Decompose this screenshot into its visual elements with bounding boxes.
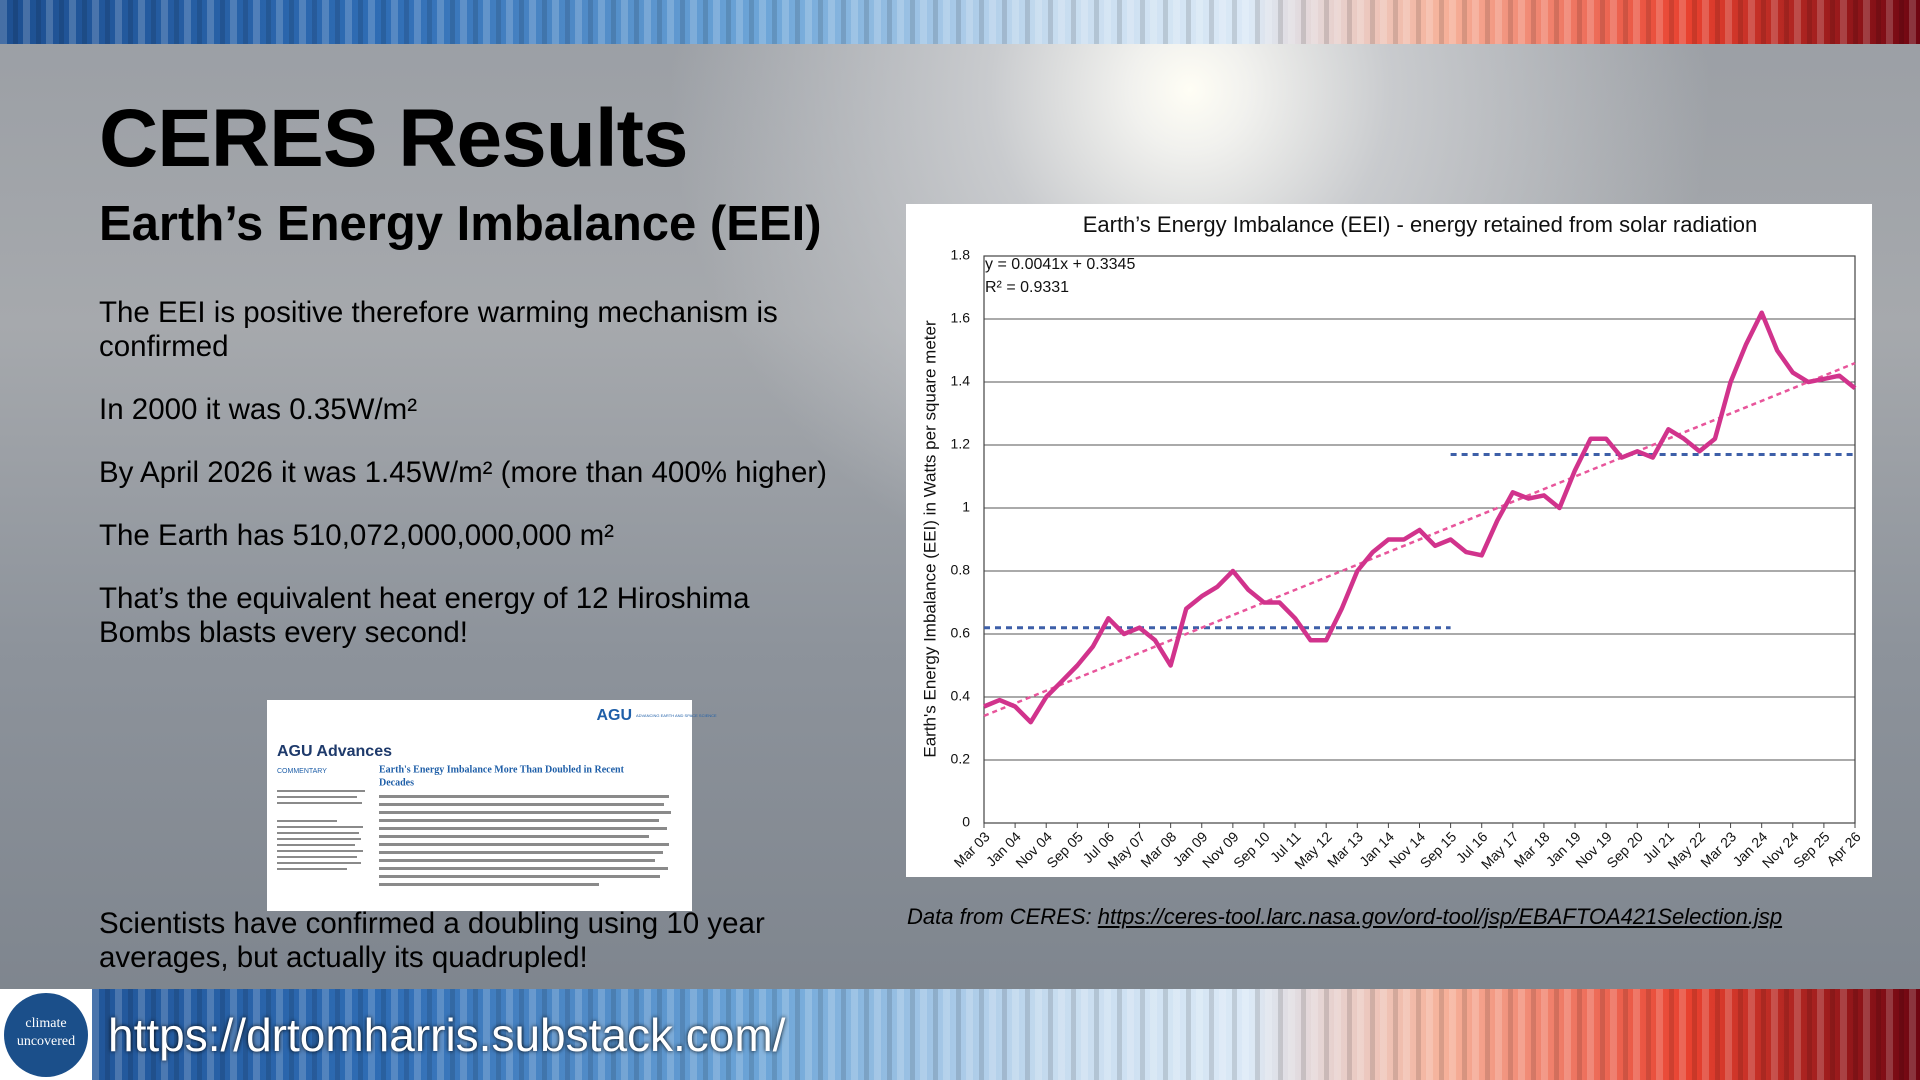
paper-section: COMMENTARY [277,768,327,775]
y-tick-label: 0 [962,814,970,830]
logo-text: uncovered [17,1034,75,1049]
y-tick-label: 1.2 [951,436,971,452]
paper-title: Decades [379,777,414,788]
y-tick-label: 0.6 [951,625,971,641]
y-tick-label: 1.4 [951,373,971,389]
top-stripes-texture [0,0,1920,44]
r-squared: R² = 0.9331 [985,279,1069,296]
y-tick-label: 1 [962,499,970,515]
paper-publisher: AGU [596,707,632,724]
paragraph: In 2000 it was 0.35W/m² [99,393,418,426]
y-tick-label: 1.6 [951,310,971,326]
paper-title: Earth's Energy Imbalance More Than Doubl… [379,764,625,775]
paragraph: The EEI is positive therefore warming me… [99,296,778,363]
paragraph: That’s the equivalent heat energy of 12 … [99,582,750,649]
logo-text: climate [25,1016,66,1031]
source-link[interactable]: https://ceres-tool.larc.nasa.gov/ord-too… [1097,904,1783,929]
y-tick-label: 0.4 [951,688,971,704]
y-tick-label: 0.8 [951,562,971,578]
y-tick-label: 1.8 [951,247,971,263]
bottom-stripes-texture [0,989,1920,1080]
paper-body-lines [277,790,671,886]
paper-thumbnail: AGU ADVANCING EARTH AND SPACE SCIENCE AG… [267,700,717,911]
logo-globe [4,993,88,1077]
y-tick-label: 0.2 [951,751,971,767]
equation: y = 0.0041x + 0.3345 [985,256,1135,273]
data-line [983,310,1857,725]
paper-tagline: ADVANCING EARTH AND SPACE SCIENCE [636,713,717,718]
y-axis-label: Earth's Energy Imbalance (EEI) in Watts … [920,320,939,758]
slide-subtitle: Earth’s Energy Imbalance (EEI) [99,197,822,251]
chart-title: Earth’s Energy Imbalance (EEI) - energy … [1083,212,1758,237]
footer-url[interactable]: https://drtomharris.substack.com/ [108,1009,786,1061]
body-text: The EEI is positive therefore warming me… [99,296,849,679]
paper-journal: AGU Advances [277,743,392,760]
paragraph: By April 2026 it was 1.45W/m² (more than… [99,456,827,489]
source-note: Data from CERES: https://ceres-tool.larc… [907,904,1782,930]
trend-line [983,361,1856,718]
closing-text: Scientists have confirmed a doubling usi… [99,907,765,974]
source-prefix: Data from CERES: [907,904,1098,929]
chart: Earth’s Energy Imbalance (EEI) - energy … [906,204,1872,877]
slide-title: CERES Results [99,93,689,184]
paragraph: The Earth has 510,072,000,000,000 m² [99,519,614,552]
